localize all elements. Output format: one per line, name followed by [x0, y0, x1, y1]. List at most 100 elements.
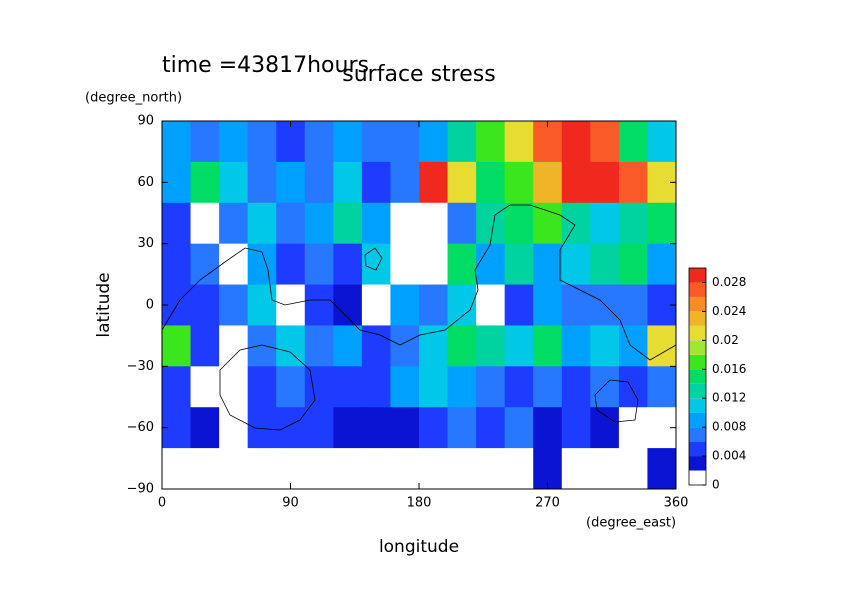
- cell: [219, 284, 249, 326]
- cell: [361, 407, 391, 449]
- cell: [276, 161, 306, 204]
- colorbar-tick-label: 0.008: [712, 420, 746, 434]
- cell: [361, 366, 391, 408]
- y-tick-label: 30: [137, 236, 154, 251]
- cell: [333, 448, 363, 490]
- cell: [504, 407, 534, 449]
- cell: [390, 448, 420, 490]
- cell: [419, 448, 449, 490]
- y-tick-label: −30: [127, 359, 154, 374]
- cell: [247, 325, 277, 367]
- cell: [361, 202, 391, 245]
- cell: [504, 366, 534, 408]
- cell: [590, 407, 620, 449]
- cell: [561, 202, 591, 245]
- cell: [190, 121, 220, 163]
- x-tick-label: 360: [664, 496, 689, 511]
- cell: [190, 202, 220, 245]
- cell: [533, 448, 563, 490]
- cell: [533, 284, 563, 326]
- chart-subtitle: time =43817hours: [162, 53, 369, 78]
- cell: [361, 448, 391, 490]
- cell: [590, 325, 620, 367]
- colorbar-swatch: [689, 296, 706, 312]
- cell: [504, 448, 534, 490]
- cell: [247, 202, 277, 245]
- cell: [447, 448, 477, 490]
- cell: [447, 325, 477, 367]
- colorbar-swatch: [689, 282, 706, 297]
- cell: [333, 284, 363, 326]
- cell: [561, 243, 591, 286]
- cell: [390, 366, 420, 408]
- cell: [533, 407, 563, 449]
- x-tick-label: 270: [535, 496, 560, 511]
- cell: [618, 161, 648, 204]
- cell: [533, 121, 563, 163]
- cell: [219, 121, 249, 163]
- cell: [276, 243, 306, 286]
- cell: [333, 407, 363, 449]
- cell: [304, 202, 334, 245]
- coastline: [364, 247, 383, 271]
- cell: [476, 121, 506, 163]
- y-tick-label: 60: [137, 175, 154, 190]
- cell: [590, 243, 620, 286]
- colorbar-swatch: [689, 340, 706, 355]
- y-units: (degree_north): [85, 91, 182, 106]
- cell: [476, 448, 506, 490]
- cell: [390, 325, 420, 367]
- cell: [390, 121, 420, 163]
- cell: [162, 121, 192, 163]
- cell: [504, 325, 534, 367]
- cell: [647, 202, 677, 245]
- colorbar-swatch: [689, 412, 706, 428]
- colorbar-swatch: [689, 456, 706, 471]
- cell: [361, 325, 391, 367]
- cell: [561, 448, 591, 490]
- cell: [162, 243, 192, 286]
- cell: [419, 202, 449, 245]
- cell: [276, 121, 306, 163]
- cell: [447, 366, 477, 408]
- colorbar-tick-label: 0.02: [712, 333, 739, 347]
- cell: [590, 366, 620, 408]
- cell: [533, 202, 563, 245]
- cell: [276, 284, 306, 326]
- cell: [247, 366, 277, 408]
- cell: [361, 284, 391, 326]
- cell: [247, 161, 277, 204]
- cell: [333, 202, 363, 245]
- cell: [247, 407, 277, 449]
- cell: [533, 325, 563, 367]
- colorbar-tick-label: 0.028: [712, 275, 746, 289]
- colorbar-swatch: [689, 441, 706, 457]
- cell: [333, 243, 363, 286]
- cell: [476, 325, 506, 367]
- cell: [476, 366, 506, 408]
- cell: [304, 284, 334, 326]
- colorbar-tick-label: 0.016: [712, 362, 746, 376]
- cell: [618, 407, 648, 449]
- cell: [390, 202, 420, 245]
- cell: [533, 161, 563, 204]
- cell: [190, 243, 220, 286]
- cell: [447, 161, 477, 204]
- cell: [618, 366, 648, 408]
- cell: [219, 325, 249, 367]
- cell: [219, 161, 249, 204]
- x-units: (degree_east): [586, 516, 676, 531]
- y-axis-label: latitude: [94, 272, 114, 337]
- cell: [618, 243, 648, 286]
- x-tick-label: 180: [407, 496, 432, 511]
- cell: [476, 284, 506, 326]
- y-tick-label: −60: [127, 420, 154, 435]
- y-tick-label: 90: [137, 114, 154, 129]
- cell: [219, 407, 249, 449]
- cell: [190, 448, 220, 490]
- cell: [618, 121, 648, 163]
- cell: [419, 366, 449, 408]
- cell: [618, 202, 648, 245]
- colorbar-swatch: [689, 369, 706, 384]
- cell: [162, 325, 192, 367]
